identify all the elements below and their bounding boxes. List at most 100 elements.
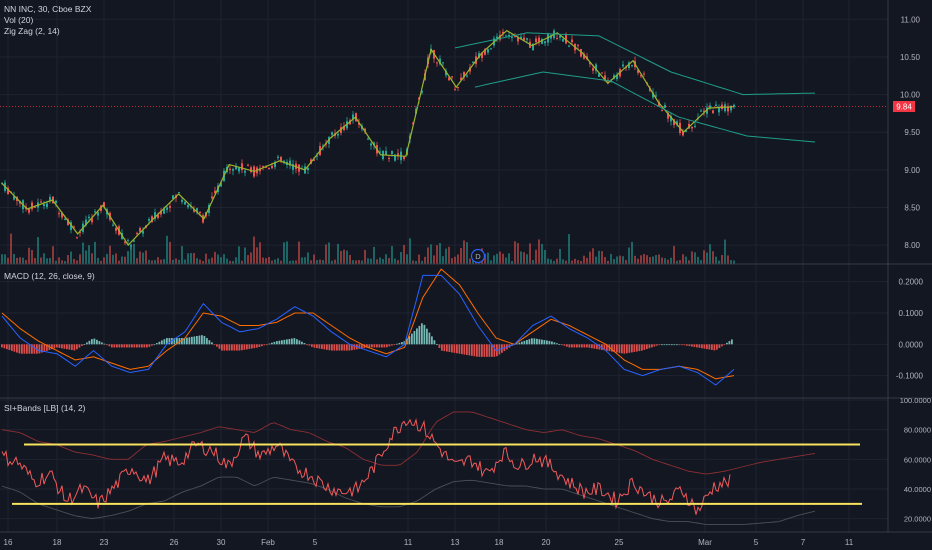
candle-body: [166, 207, 168, 210]
candle-body: [637, 69, 639, 73]
candle-body: [712, 110, 714, 114]
volume-bar: [316, 260, 318, 264]
macd-histogram-bar: [201, 335, 203, 345]
macd-histogram-bar: [651, 344, 653, 348]
symbol-label[interactable]: NN INC, 30, Cboe BZX: [4, 4, 92, 14]
volume-bar: [214, 251, 216, 264]
volume-bar: [1, 254, 3, 264]
zigzag-label[interactable]: Zig Zag (2, 14): [4, 26, 60, 36]
candle-body: [442, 62, 444, 64]
volume-bar: [493, 255, 495, 264]
rsi-label[interactable]: SI+Bands [LB] (14, 2): [4, 403, 86, 413]
macd-histogram-bar: [288, 338, 291, 345]
macd-histogram-bar: [643, 344, 646, 350]
y-tick-label: 80.0000: [904, 426, 931, 435]
candle-body: [244, 170, 246, 173]
macd-histogram-bar: [163, 339, 166, 345]
candle-body: [517, 37, 519, 42]
macd-line: [1, 274, 735, 386]
y-tick-label: 100.0000: [900, 396, 931, 405]
macd-histogram-bar: [38, 344, 41, 354]
rsi-pane: [1, 411, 862, 526]
candle-body: [34, 206, 36, 208]
macd-label[interactable]: MACD (12, 26, close, 9): [4, 271, 95, 281]
macd-histogram-bar: [341, 344, 343, 351]
volume-bar: [52, 246, 54, 264]
volume-bar: [484, 253, 486, 264]
volume-bar: [259, 242, 261, 264]
volume-bar: [109, 245, 111, 264]
candle-body: [136, 232, 138, 234]
volume-bar: [619, 255, 621, 264]
candle-body: [331, 132, 333, 135]
macd-histogram-bar: [176, 338, 178, 345]
macd-histogram-bar: [543, 340, 546, 345]
macd-histogram-bar: [53, 344, 56, 349]
rsi-legend: SI+Bands [LB] (14, 2): [4, 403, 86, 414]
candle-body: [628, 62, 630, 68]
volume-label[interactable]: Vol (20): [4, 15, 34, 25]
candle-body: [379, 151, 381, 153]
volume-bar: [331, 260, 333, 264]
candle-body: [187, 204, 189, 208]
x-tick-label: 11: [845, 538, 854, 547]
macd-histogram-bar: [193, 336, 196, 345]
macd-histogram-bar: [438, 344, 441, 348]
macd-histogram-bar: [256, 344, 258, 348]
candle-body: [202, 215, 204, 223]
volume-bar: [721, 255, 723, 264]
candle-body: [79, 231, 81, 233]
candle-body: [685, 130, 687, 132]
volume-bar: [466, 242, 468, 264]
macd-histogram-bar: [231, 344, 233, 351]
volume-bar: [64, 260, 66, 264]
macd-histogram-bar: [398, 342, 401, 345]
macd-histogram-bar: [728, 341, 731, 345]
volume-bar: [673, 245, 675, 264]
macd-histogram-bar: [686, 344, 688, 346]
macd-histogram-bar: [98, 341, 101, 345]
macd-histogram-bar: [641, 344, 643, 351]
volume-bar: [4, 254, 6, 264]
macd-histogram-bar: [603, 344, 606, 351]
volume-bar: [490, 260, 492, 264]
volume-bar: [85, 250, 87, 264]
candle-body: [733, 104, 735, 107]
macd-histogram-bar: [551, 341, 553, 345]
candle-body: [124, 241, 126, 243]
macd-histogram-bar: [86, 342, 88, 345]
volume-bar: [565, 260, 567, 264]
volume-bar: [181, 246, 183, 264]
candle-body: [523, 37, 525, 41]
volume-bar: [265, 258, 267, 264]
y-tick-label: 9.00: [904, 166, 920, 175]
macd-histogram-bar: [283, 339, 286, 345]
candle-body: [268, 168, 270, 170]
macd-histogram-bar: [301, 341, 303, 345]
macd-histogram-bar: [81, 344, 83, 346]
macd-histogram-bar: [206, 338, 208, 345]
candle-body: [148, 218, 150, 221]
y-tick-label: 10.50: [900, 53, 921, 62]
candle-body: [397, 153, 399, 156]
macd-histogram-bar: [168, 338, 171, 345]
candle-body: [670, 115, 672, 122]
macd-histogram-bar: [443, 344, 446, 352]
volume-bar: [349, 254, 351, 264]
macd-histogram-bar: [26, 344, 28, 354]
candle-body: [568, 45, 570, 47]
macd-histogram-bar: [408, 336, 411, 345]
macd-histogram-bar: [316, 344, 318, 349]
volume-bar: [427, 247, 429, 264]
macd-histogram-bar: [51, 344, 53, 350]
macd-histogram-bar: [706, 344, 708, 350]
macd-histogram-bar: [573, 344, 576, 348]
volume-bar: [148, 259, 150, 264]
macd-histogram-bar: [328, 344, 331, 351]
volume-bar: [376, 259, 378, 264]
volume-bar: [628, 247, 630, 264]
dividend-marker[interactable]: D: [470, 248, 486, 264]
macd-histogram-bar: [351, 344, 353, 351]
volume-bar: [343, 249, 345, 264]
